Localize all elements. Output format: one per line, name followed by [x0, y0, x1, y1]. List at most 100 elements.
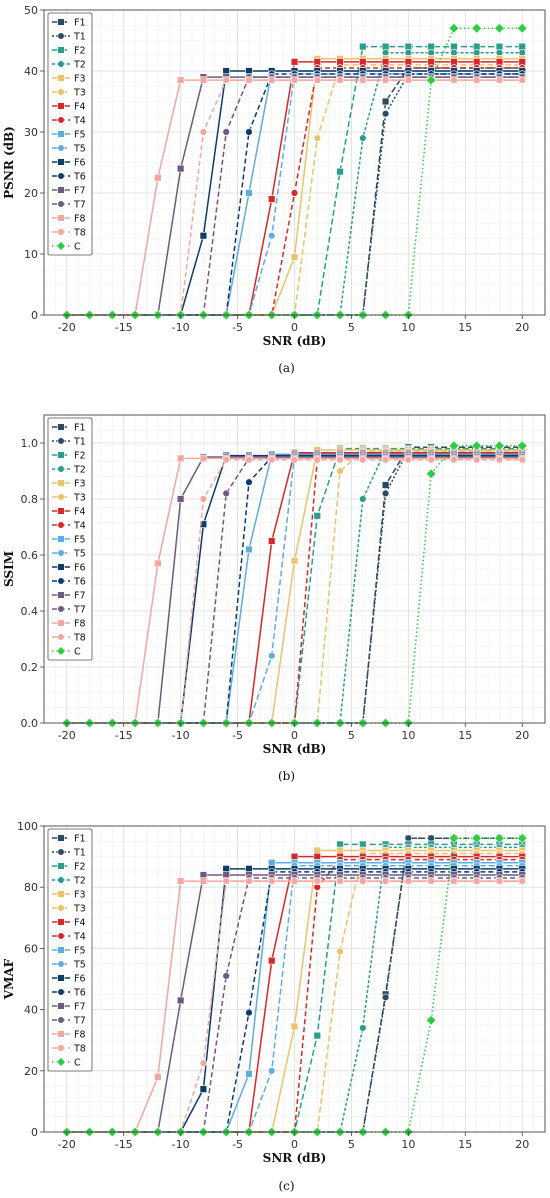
data-point-t8	[222, 456, 230, 464]
data-point-f2	[336, 840, 344, 849]
legend-label: F3	[74, 74, 86, 85]
data-point-t5	[268, 652, 276, 660]
data-point-f2	[495, 42, 504, 51]
x-tick-label: 0	[291, 321, 298, 334]
data-point-t6	[245, 478, 253, 486]
y-tick-label: 100	[17, 820, 38, 833]
legend-marker	[57, 1044, 65, 1052]
legend-label: T7	[73, 1016, 86, 1027]
data-point-c	[448, 440, 460, 452]
x-tick-label: -20	[58, 321, 76, 334]
x-axis-label: SNR (dB)	[263, 334, 327, 348]
data-point-c	[471, 832, 482, 844]
legend-entry-f1: F1	[52, 423, 86, 434]
legend-label: T1	[73, 848, 86, 859]
y-tick-label: 0	[31, 309, 38, 322]
legend-entry-t7: T7	[52, 1016, 86, 1027]
legend-marker	[57, 946, 65, 954]
legend-marker	[57, 88, 65, 96]
data-point-c	[516, 440, 528, 452]
data-point-t8	[404, 76, 413, 84]
legend-marker	[57, 465, 65, 473]
legend-label: T4	[73, 932, 86, 943]
y-tick-label: 20	[24, 1065, 38, 1078]
x-tick-label: -15	[115, 321, 133, 334]
legend-marker	[57, 18, 65, 26]
legend: F1 T1 F2 T2 F3 T3 F4 T4 F5 T5 F6 T6 F7 T7 F8 T8 C	[47, 828, 93, 1072]
data-point-t8	[381, 76, 390, 84]
data-point-t1	[381, 109, 390, 118]
data-point-f4	[404, 58, 413, 66]
legend-marker	[57, 158, 65, 166]
legend-entry-t5: T5	[52, 549, 86, 560]
x-tick-label: -20	[58, 1138, 76, 1151]
legend-entry-t5: T5	[52, 144, 86, 155]
data-point-c	[448, 832, 460, 844]
legend-entry-t1: T1	[52, 848, 86, 859]
legend-entry-t5: T5	[52, 960, 86, 971]
data-point-f3	[290, 1022, 299, 1031]
data-point-t8	[472, 877, 481, 885]
data-point-t8	[404, 877, 413, 885]
legend-marker	[57, 437, 65, 445]
legend-label: F7	[74, 186, 86, 197]
data-point-t1	[381, 993, 390, 1002]
data-point-f8	[199, 454, 208, 463]
x-tick-label: 20	[515, 321, 529, 334]
y-tick-label: 1.0	[21, 437, 39, 450]
legend-label: T8	[73, 228, 86, 239]
data-point-f7	[222, 871, 230, 879]
y-tick-label: 0.0	[21, 717, 39, 730]
data-point-t3	[336, 947, 344, 956]
legend-marker	[57, 577, 65, 585]
x-tick-label: 20	[515, 1138, 529, 1151]
legend-entry-t1: T1	[52, 32, 86, 43]
legend-label: C	[74, 242, 81, 253]
data-point-f8	[176, 454, 185, 463]
legend-entry-f4: F4	[52, 918, 86, 929]
data-point-t8	[222, 76, 230, 84]
data-point-f3	[290, 253, 299, 261]
data-point-t1	[404, 834, 413, 842]
legend-entry-t4: T4	[52, 932, 86, 943]
data-point-t2	[518, 48, 526, 57]
data-point-c	[494, 832, 505, 844]
data-point-f8	[176, 877, 185, 885]
legend-entry-t3: T3	[52, 493, 86, 504]
data-point-f1	[381, 481, 390, 489]
legend-entry-f4: F4	[52, 102, 86, 113]
legend-marker	[57, 423, 65, 431]
data-point-t1	[381, 489, 390, 498]
data-point-c	[494, 23, 505, 34]
legend-entry-t7: T7	[52, 605, 86, 616]
y-tick-label: 0	[31, 1126, 38, 1139]
legend-entry-f3: F3	[52, 479, 86, 490]
data-point-t8	[518, 76, 526, 84]
legend-label: T8	[73, 633, 86, 644]
y-tick-label: 40	[24, 1004, 38, 1017]
data-point-t8	[268, 877, 276, 885]
legend-label: T3	[73, 493, 86, 504]
data-point-f2	[313, 1031, 321, 1040]
y-axis-label: SSIM	[2, 551, 16, 587]
chart-panel-3: -20 -15 -10 -5 0 5 10 15 20 0 20 40 60 80 100 SNR (dB) V…	[2, 820, 546, 1193]
legend-label: T2	[73, 876, 86, 887]
legend-marker	[57, 32, 65, 40]
legend-entry-t7: T7	[52, 200, 86, 211]
x-tick-label: 10	[401, 1138, 415, 1151]
data-point-f4	[313, 852, 321, 861]
legend-entry-f6: F6	[52, 563, 86, 574]
legend-entry-f8: F8	[52, 214, 86, 225]
data-point-t8	[290, 456, 299, 464]
data-point-c	[516, 23, 528, 34]
data-point-t8	[359, 456, 367, 464]
x-tick-label: 5	[348, 1138, 355, 1151]
legend-marker	[57, 1030, 65, 1038]
legend-label: T4	[73, 116, 86, 127]
legend-marker	[57, 960, 65, 968]
legend-label: T5	[73, 960, 86, 971]
data-point-t2	[404, 48, 413, 57]
y-tick-label: 10	[24, 248, 38, 261]
data-point-t8	[359, 877, 367, 885]
